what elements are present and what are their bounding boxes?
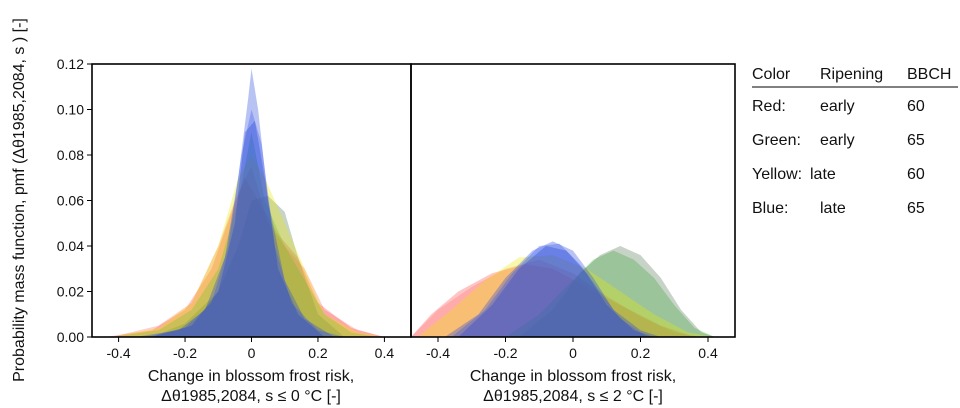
right-series-area-4 bbox=[417, 255, 715, 337]
legend-row-yellow-label: Yellow: bbox=[752, 166, 802, 183]
legend-row-yellow-ripening: late bbox=[810, 166, 836, 183]
left-series-area-7 bbox=[151, 120, 325, 338]
left-series-area-1 bbox=[111, 166, 385, 337]
left-series-area-5 bbox=[135, 68, 335, 337]
left-x-axis-label-line1: Change in blossom frost risk, bbox=[148, 368, 354, 385]
y-tick-label: 0.04 bbox=[57, 238, 84, 254]
right-series-area-0 bbox=[411, 264, 695, 337]
right-series-area-7 bbox=[458, 246, 654, 337]
legend-row-red-ripening: early bbox=[820, 98, 855, 115]
y-tick-label: 0.12 bbox=[57, 56, 84, 72]
legend-row-red-bbch: 60 bbox=[907, 98, 925, 115]
legend-header-color: Color bbox=[752, 66, 791, 83]
legend-row-green-ripening: early bbox=[820, 132, 855, 149]
y-tick-label: 0.00 bbox=[57, 329, 84, 345]
y-tick-label: 0.10 bbox=[57, 102, 84, 118]
legend-row-green-bbch: 65 bbox=[907, 132, 925, 149]
right-series-areas bbox=[411, 241, 715, 337]
right-x-axis-label-line2: Δθ1985,2084, s ≤ 2 °C [-] bbox=[483, 388, 663, 405]
left-y-ticks: 0.00 0.02 0.04 0.06 0.08 0.10 0.12 bbox=[57, 56, 92, 345]
left-x-axis-label-line2: Δθ1985,2084, s ≤ 0 °C [-] bbox=[161, 388, 341, 405]
left-x-tick-label: 0 bbox=[248, 345, 256, 361]
legend-header-bbch: BBCH bbox=[907, 66, 951, 83]
left-panel: 0.00 0.02 0.04 0.06 0.08 0.10 0.12 -0.4 -0.2 0 0.… bbox=[57, 56, 412, 405]
right-series-area-1 bbox=[411, 259, 702, 337]
legend-header-ripening: Ripening bbox=[820, 66, 883, 83]
left-x-ticks: -0.4 -0.2 0 0.2 0.4 bbox=[107, 337, 395, 361]
right-x-tick-label: -0.2 bbox=[493, 345, 517, 361]
left-x-tick-label: 0.4 bbox=[375, 345, 395, 361]
right-series-area-2 bbox=[505, 250, 715, 337]
left-x-tick-label: -0.4 bbox=[107, 345, 131, 361]
legend-row-red-label: Red: bbox=[752, 98, 786, 115]
right-series-area-5 bbox=[444, 241, 661, 337]
left-series-area-6 bbox=[145, 109, 345, 337]
left-x-tick-label: -0.2 bbox=[173, 345, 197, 361]
right-x-tick-label: 0.4 bbox=[698, 345, 718, 361]
right-panel: -0.4 -0.2 0 0.2 0.4 Change in blossom frost … bbox=[410, 63, 736, 405]
right-x-tick-label: 0 bbox=[569, 345, 577, 361]
right-x-tick-label: 0.2 bbox=[631, 345, 651, 361]
left-series-area-0 bbox=[105, 177, 385, 337]
left-series-area-2 bbox=[111, 132, 378, 337]
right-series-area-6 bbox=[451, 243, 648, 337]
left-x-tick-label: 0.2 bbox=[308, 345, 328, 361]
legend-table: Color Ripening BBCH Red: early 60 Green:… bbox=[752, 66, 958, 217]
y-axis-label: Probability mass function, pmf (Δθ1985,2… bbox=[11, 18, 28, 382]
legend-row-yellow-bbch: 60 bbox=[907, 166, 925, 183]
y-tick-label: 0.08 bbox=[57, 147, 84, 163]
left-series-area-3 bbox=[151, 195, 345, 337]
legend-row-blue-label: Blue: bbox=[752, 200, 788, 217]
legend-row-blue-bbch: 65 bbox=[907, 200, 925, 217]
legend-row-green-label: Green: bbox=[752, 132, 801, 149]
right-series-area-3 bbox=[519, 246, 715, 337]
legend-row-blue-ripening: late bbox=[820, 200, 846, 217]
right-x-axis-label-line1: Change in blossom frost risk, bbox=[470, 368, 676, 385]
right-x-tick-label: -0.4 bbox=[426, 345, 450, 361]
right-x-ticks: -0.4 -0.2 0 0.2 0.4 bbox=[426, 337, 718, 361]
left-series-area-4 bbox=[111, 155, 385, 337]
y-tick-label: 0.06 bbox=[57, 193, 84, 209]
left-series-areas bbox=[105, 68, 385, 338]
y-tick-label: 0.02 bbox=[57, 284, 84, 300]
